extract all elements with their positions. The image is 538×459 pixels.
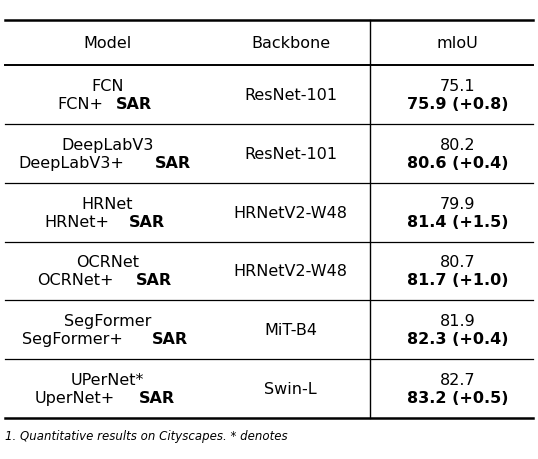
Text: HRNetV2-W48: HRNetV2-W48 — [233, 264, 348, 279]
Text: HRNet: HRNet — [82, 196, 133, 211]
Text: mIoU: mIoU — [436, 36, 478, 51]
Text: FCN: FCN — [91, 79, 124, 94]
Text: SAR: SAR — [129, 214, 165, 230]
Text: 82.3 (+0.4): 82.3 (+0.4) — [407, 331, 508, 347]
Text: 81.9: 81.9 — [440, 313, 475, 328]
Text: ResNet-101: ResNet-101 — [244, 147, 337, 162]
Text: HRNetV2-W48: HRNetV2-W48 — [233, 205, 348, 220]
Text: 1. Quantitative results on Cityscapes. * denotes: 1. Quantitative results on Cityscapes. *… — [5, 429, 288, 442]
Text: ResNet-101: ResNet-101 — [244, 88, 337, 103]
Text: Backbone: Backbone — [251, 36, 330, 51]
Text: 79.9: 79.9 — [440, 196, 475, 211]
Text: 81.4 (+1.5): 81.4 (+1.5) — [407, 214, 508, 230]
Text: UperNet+: UperNet+ — [35, 390, 115, 405]
Text: OCRNet: OCRNet — [76, 255, 139, 270]
Text: SegFormer+: SegFormer+ — [22, 331, 123, 347]
Text: UPerNet*: UPerNet* — [71, 372, 144, 387]
Text: SAR: SAR — [136, 273, 172, 288]
Text: SAR: SAR — [155, 156, 191, 171]
Text: 80.7: 80.7 — [440, 255, 475, 270]
Text: DeepLabV3+: DeepLabV3+ — [18, 156, 124, 171]
Text: 81.7 (+1.0): 81.7 (+1.0) — [407, 273, 508, 288]
Text: SAR: SAR — [152, 331, 188, 347]
Text: 80.2: 80.2 — [440, 138, 475, 152]
Text: FCN+: FCN+ — [57, 97, 103, 112]
Text: SAR: SAR — [138, 390, 174, 405]
Text: Swin-L: Swin-L — [264, 381, 317, 396]
Text: DeepLabV3: DeepLabV3 — [61, 138, 154, 152]
Text: MiT-B4: MiT-B4 — [264, 322, 317, 337]
Text: 80.6 (+0.4): 80.6 (+0.4) — [407, 156, 508, 171]
Text: Model: Model — [83, 36, 132, 51]
Text: OCRNet+: OCRNet+ — [37, 273, 114, 288]
Text: 83.2 (+0.5): 83.2 (+0.5) — [407, 390, 508, 405]
Text: 82.7: 82.7 — [440, 372, 475, 387]
Text: 75.9 (+0.8): 75.9 (+0.8) — [407, 97, 508, 112]
Text: SAR: SAR — [116, 97, 152, 112]
Text: HRNet+: HRNet+ — [45, 214, 110, 230]
Text: 75.1: 75.1 — [440, 79, 475, 94]
Text: SegFormer: SegFormer — [64, 313, 151, 328]
